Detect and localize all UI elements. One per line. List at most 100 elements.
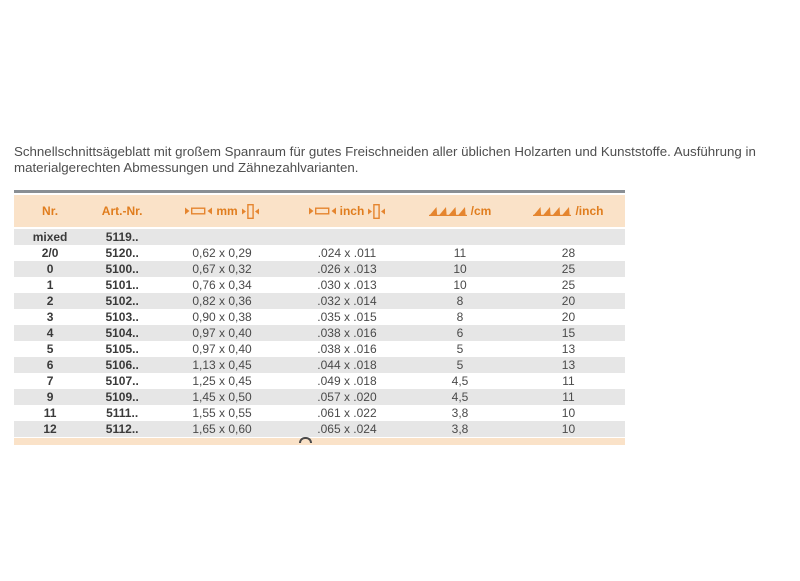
cell-mm <box>158 228 286 245</box>
cell-nr: mixed <box>14 228 87 245</box>
cell-per-cm: 4,5 <box>408 389 512 405</box>
cell-per-inch: 11 <box>562 374 575 388</box>
table-row: 0 5100.. 0,67 x 0,32.026 x .013 10 25 <box>14 261 625 277</box>
header-nr-label: Nr. <box>42 204 59 219</box>
cell-nr: 11 <box>43 406 57 420</box>
cell-art: 5100.. <box>86 261 159 277</box>
table-row: 6 5106.. 1,13 x 0,45.044 x .018 5 13 <box>14 357 625 373</box>
cell-nr: 12 <box>14 421 87 437</box>
cell-per-cm: 5 <box>456 342 464 356</box>
cell-per-inch: 13 <box>511 357 625 373</box>
cell-per-inch <box>511 228 625 245</box>
cell-art: 5111.. <box>106 406 139 420</box>
cell-per-inch: 25 <box>511 261 625 277</box>
header-art-nr-label: Art.-Nr. <box>101 204 143 219</box>
header-mm-label: mm <box>216 204 238 219</box>
cell-inch: .024 x .011 <box>317 246 377 260</box>
table-row: 11 5111.. 1,55 x 0,55 .061 x .022 3,8 10 <box>14 405 625 421</box>
cell-art: 5109.. <box>86 389 159 405</box>
cell-per-inch: 10 <box>561 406 576 420</box>
cell-art: 5112.. <box>86 421 159 437</box>
cell-inch: .061 x .022 <box>317 406 377 420</box>
header-inch: inch <box>285 195 409 229</box>
table-row: 2/0 5120.. 0,62 x 0,29 .024 x .011 11 28 <box>14 245 625 261</box>
cell-art: 5119.. <box>86 228 159 245</box>
cell-per-cm: 3,8 <box>408 421 512 437</box>
cell-per-inch: 13 <box>561 342 576 356</box>
cell-mm: 0,82 x 0,36 <box>158 293 286 309</box>
cell-mm: 0,90 x 0,38 <box>192 310 252 324</box>
header-mm: mm <box>158 195 286 229</box>
cell-per-cm: 4,5 <box>451 374 469 388</box>
blade-width-icon <box>185 206 213 216</box>
cell-inch: .026 x .013 <box>285 261 409 277</box>
cell-inch <box>285 228 409 245</box>
cell-art: 5101.. <box>105 278 139 292</box>
cell-art: 5106.. <box>86 357 159 373</box>
cell-inch: .049 x .018 <box>317 374 377 388</box>
cell-art: 5105.. <box>105 342 139 356</box>
table-row: mixed 5119.. <box>14 228 625 245</box>
cell-inch: .057 x .020 <box>285 389 409 405</box>
cell-mm: 0,67 x 0,32 <box>158 261 286 277</box>
cell-nr: 3 <box>46 310 54 324</box>
cell-per-inch: 15 <box>511 325 625 341</box>
cell-per-cm: 8 <box>408 293 512 309</box>
blade-thickness-icon <box>241 203 259 219</box>
table-row: 12 5112.. 1,65 x 0,60.065 x .024 3,8 10 <box>14 421 625 437</box>
cell-mm: 1,55 x 0,55 <box>192 406 252 420</box>
cell-inch: .038 x .016 <box>285 325 409 341</box>
table-row: 2 5102.. 0,82 x 0,36.032 x .014 8 20 <box>14 293 625 309</box>
table-row: 5 5105.. 0,97 x 0,40 .038 x .016 5 13 <box>14 341 625 357</box>
header-per-inch-label: /inch <box>575 204 604 219</box>
cell-nr: 9 <box>14 389 87 405</box>
cell-nr: 1 <box>46 278 54 292</box>
header-teeth-per-inch: /inch <box>511 195 625 229</box>
partial-glyph <box>299 437 312 443</box>
saw-teeth-icon <box>533 206 572 216</box>
header-per-cm-label: /cm <box>470 204 492 219</box>
cell-per-cm: 11 <box>453 246 467 260</box>
cell-nr: 2 <box>14 293 87 309</box>
table-row: 9 5109.. 1,45 x 0,50.057 x .020 4,5 11 <box>14 389 625 405</box>
saw-blade-spec-table: Nr. Art.-Nr. <box>14 195 625 437</box>
table-footer-strip <box>14 438 625 445</box>
cell-inch: .038 x .016 <box>317 342 377 356</box>
cell-nr: 0 <box>14 261 87 277</box>
cell-inch: .030 x .013 <box>317 278 377 292</box>
header-art-nr: Art.-Nr. <box>86 195 159 229</box>
cell-per-inch: 10 <box>511 421 625 437</box>
header-nr: Nr. <box>14 195 87 229</box>
table-row: 4 5104.. 0,97 x 0,40.038 x .016 6 15 <box>14 325 625 341</box>
cell-art: 5104.. <box>86 325 159 341</box>
cell-mm: 1,45 x 0,50 <box>158 389 286 405</box>
table-header: Nr. Art.-Nr. <box>14 195 625 229</box>
cell-nr: 7 <box>46 374 54 388</box>
cell-art: 5103.. <box>105 310 139 324</box>
blade-thickness-icon <box>368 203 386 219</box>
cell-mm: 1,13 x 0,45 <box>158 357 286 373</box>
cell-nr: 2/0 <box>41 246 59 260</box>
cell-mm: 0,97 x 0,40 <box>158 325 286 341</box>
cell-inch: .035 x .015 <box>317 310 377 324</box>
cell-per-cm: 10 <box>408 261 512 277</box>
header-inch-label: inch <box>339 204 365 219</box>
product-description: Schnellschnittsägeblatt mit großem Spanr… <box>14 144 789 176</box>
cell-mm: 1,65 x 0,60 <box>158 421 286 437</box>
cell-nr: 6 <box>14 357 87 373</box>
table-row: 7 5107.. 1,25 x 0,45 .049 x .018 4,5 11 <box>14 373 625 389</box>
cell-per-cm: 10 <box>453 278 467 292</box>
cell-art: 5107.. <box>105 374 139 388</box>
cell-nr: 4 <box>14 325 87 341</box>
table-row: 1 5101.. 0,76 x 0,34 .030 x .013 10 25 <box>14 277 625 293</box>
cell-inch: .044 x .018 <box>285 357 409 373</box>
cell-art: 5102.. <box>86 293 159 309</box>
cell-inch: .065 x .024 <box>285 421 409 437</box>
cell-per-cm: 6 <box>408 325 512 341</box>
saw-blade-spec-table-block: Nr. Art.-Nr. <box>14 190 625 445</box>
table-row: 3 5103.. 0,90 x 0,38 .035 x .015 8 20 <box>14 309 625 325</box>
description-line-1: Schnellschnittsägeblatt mit großem Spanr… <box>14 144 756 159</box>
cell-per-cm: 5 <box>408 357 512 373</box>
cell-per-cm: 3,8 <box>451 406 469 420</box>
